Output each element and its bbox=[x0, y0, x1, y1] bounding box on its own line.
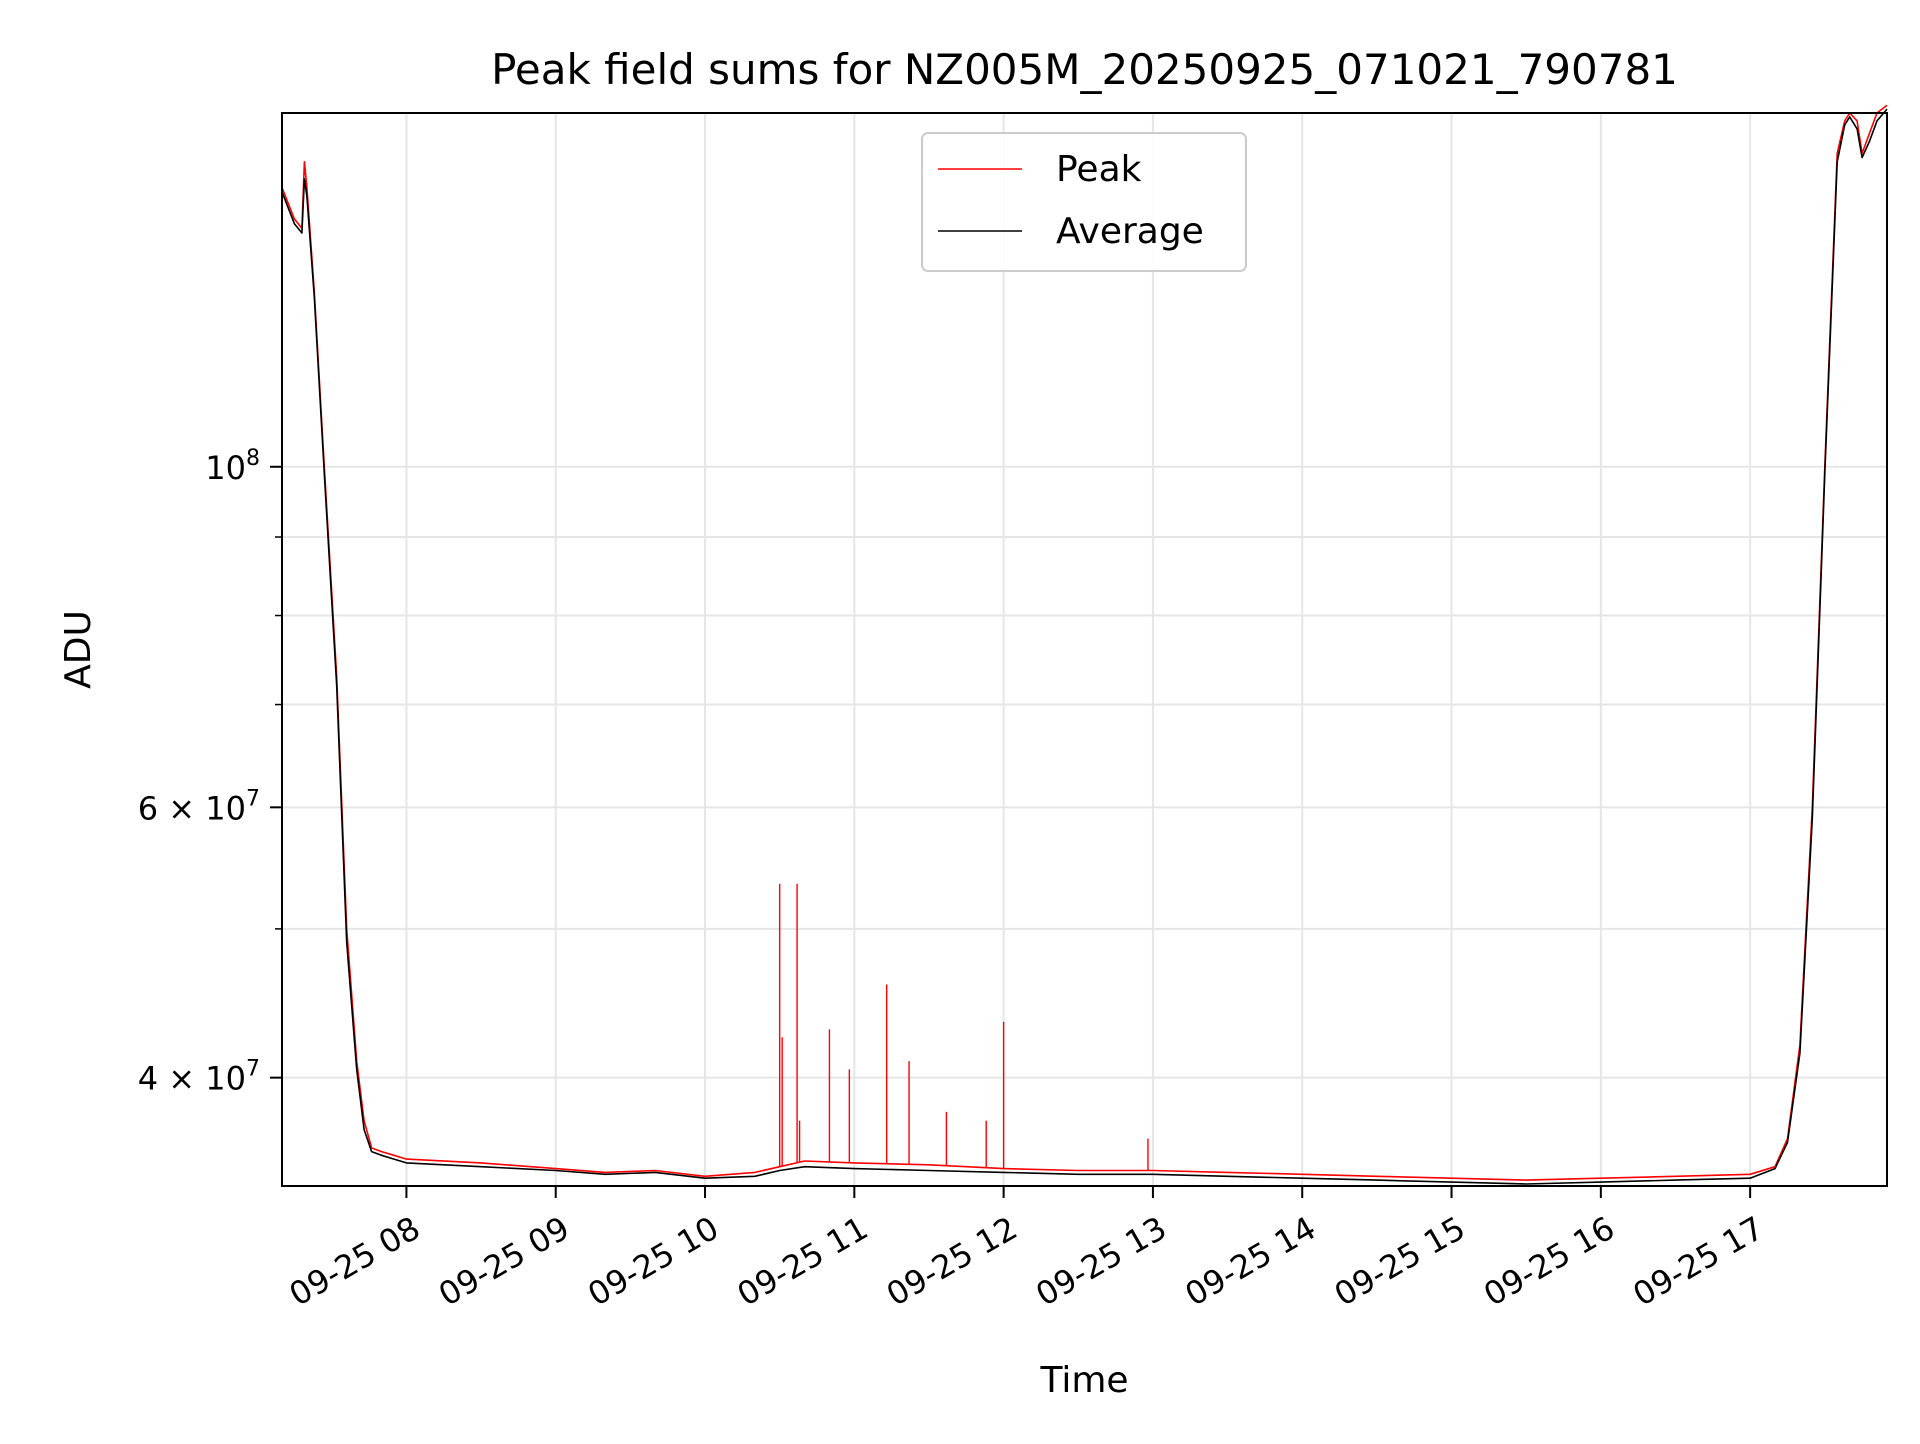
x-tick-label: 09-25 12 bbox=[880, 1209, 1024, 1314]
plot-layer bbox=[281, 104, 1888, 1185]
x-tick-label: 09-25 14 bbox=[1179, 1209, 1323, 1314]
x-tick-label: 09-25 11 bbox=[731, 1209, 875, 1314]
grid-layer bbox=[282, 113, 1887, 1186]
x-tick-label: 09-25 13 bbox=[1029, 1209, 1173, 1314]
y-tick-label: 4 × 107 bbox=[138, 1057, 260, 1098]
y-tick-label: 108 bbox=[205, 446, 260, 487]
plot-frame bbox=[281, 112, 1888, 1187]
y-axis-label: ADU bbox=[58, 610, 99, 689]
y-tick-label-exponent: 7 bbox=[246, 1057, 260, 1082]
x-tick-label: 09-25 08 bbox=[283, 1209, 427, 1314]
y-tick-label-base: 6 × 10 bbox=[138, 789, 246, 827]
x-axis-label: Time bbox=[1039, 1360, 1128, 1401]
x-tick-label: 09-25 09 bbox=[432, 1209, 576, 1314]
x-tick-label: 09-25 16 bbox=[1477, 1209, 1621, 1314]
y-tick-label-base: 4 × 10 bbox=[138, 1060, 246, 1098]
legend-label: Average bbox=[1056, 211, 1204, 252]
y-tick-label: 6 × 107 bbox=[138, 786, 260, 827]
chart-title: Peak field sums for NZ005M_20250925_0710… bbox=[491, 45, 1678, 94]
x-tick-label: 09-25 15 bbox=[1328, 1209, 1472, 1314]
x-tick-label: 09-25 17 bbox=[1627, 1209, 1771, 1314]
x-tick-label: 09-25 10 bbox=[581, 1209, 725, 1314]
series-line-average bbox=[281, 108, 1888, 1185]
y-tick-label-base: 10 bbox=[205, 449, 246, 487]
y-tick-label-exponent: 8 bbox=[246, 446, 260, 471]
legend: Peak Average bbox=[921, 132, 1247, 272]
legend-label: Peak bbox=[1056, 149, 1142, 190]
legend-box bbox=[921, 132, 1247, 272]
y-tick-label-exponent: 7 bbox=[246, 786, 260, 811]
